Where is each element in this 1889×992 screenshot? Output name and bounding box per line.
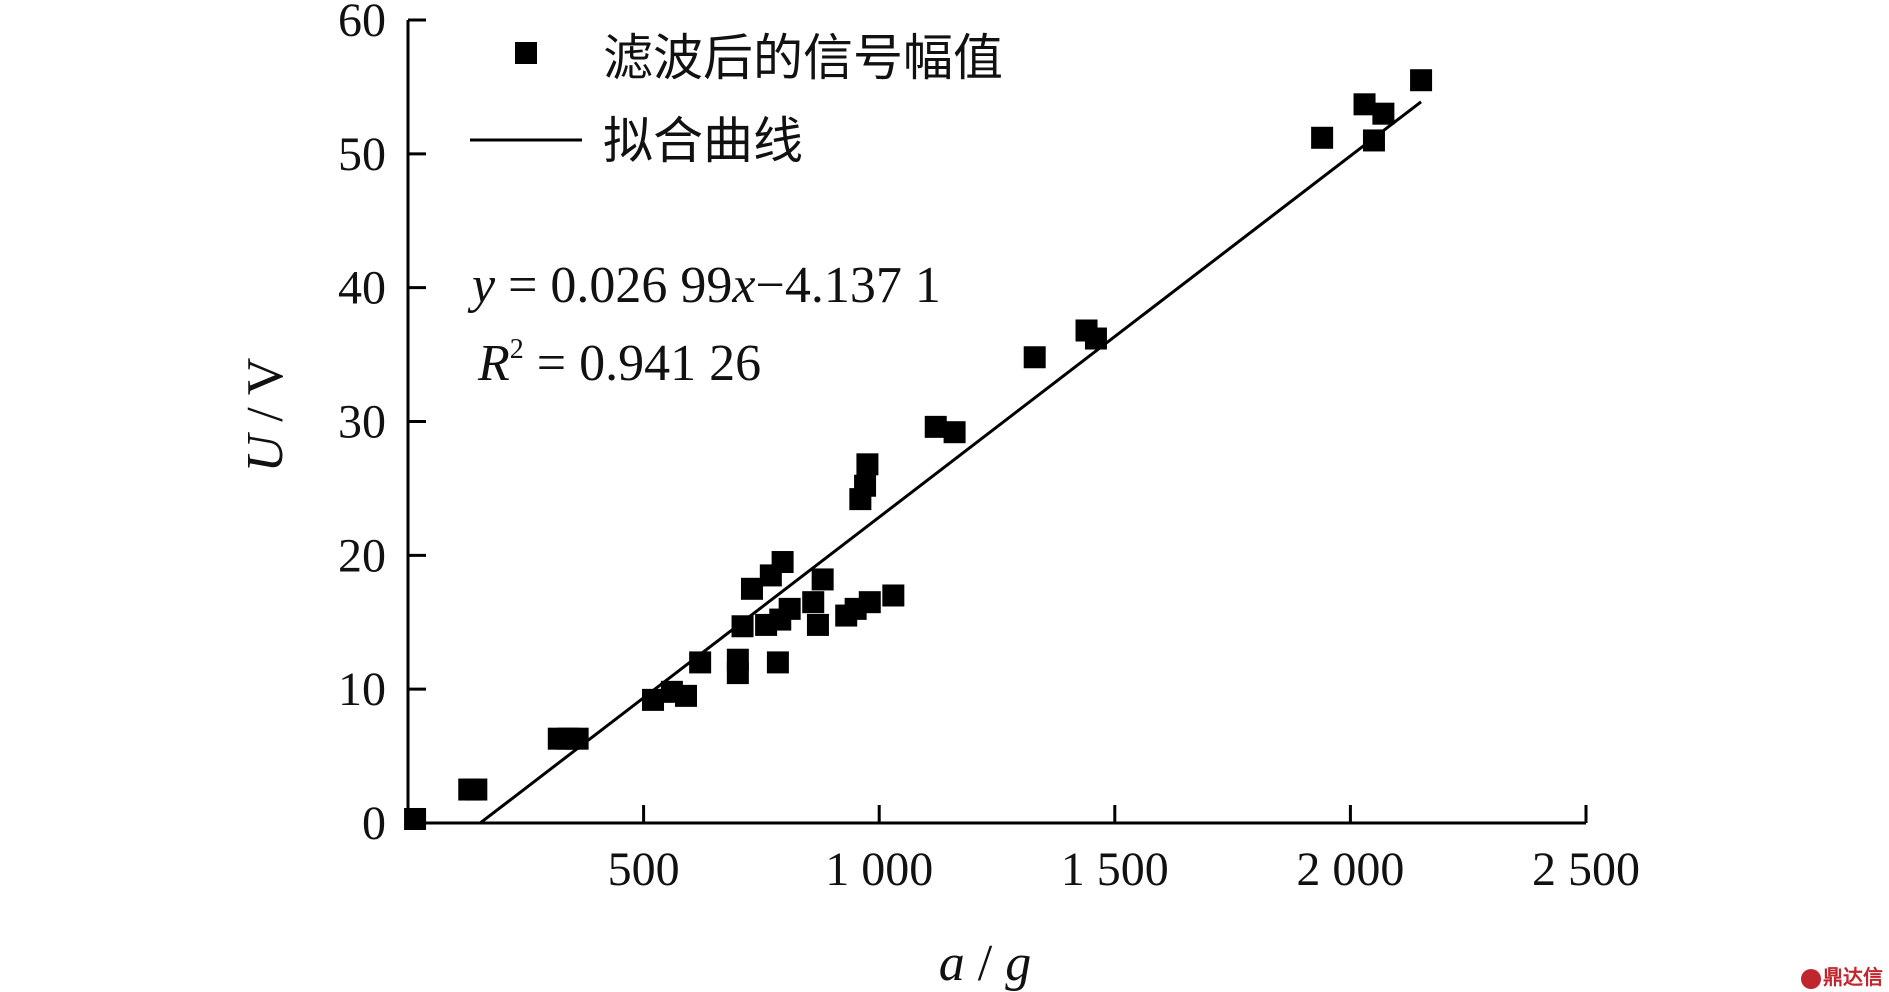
data-point (856, 453, 879, 476)
data-points (404, 69, 1433, 830)
data-point (675, 684, 698, 707)
data-point (802, 591, 825, 614)
data-point (731, 615, 754, 638)
data-point (689, 651, 712, 674)
data-point (1410, 69, 1433, 92)
x-tick-label: 2 000 (1296, 843, 1404, 896)
data-point (404, 807, 427, 830)
y-tick-label: 50 (338, 128, 386, 181)
y-axis-sep: / (237, 395, 294, 435)
data-point (1372, 102, 1395, 125)
data-point (924, 415, 947, 438)
x-axis-title: a / g (939, 935, 1031, 992)
legend-label-fit: 拟合曲线 (603, 112, 803, 170)
data-point (806, 613, 829, 636)
equation-tail: −4.137 1 (756, 257, 941, 314)
data-point (778, 597, 801, 620)
legend-marker-square (515, 42, 537, 64)
data-point (566, 727, 589, 750)
data-point (1362, 129, 1385, 152)
y-tick-label: 10 (338, 663, 386, 716)
data-point (858, 591, 881, 614)
y-axis-var: U (237, 431, 294, 472)
equation-x-var: x (731, 257, 755, 314)
data-point (854, 474, 877, 497)
data-point (726, 648, 749, 671)
data-point (882, 584, 905, 607)
y-tick-label: 30 (338, 396, 386, 449)
data-point (811, 568, 834, 591)
x-tick-label: 500 (608, 843, 680, 896)
legend: 滤波后的信号幅值 拟合曲线 (470, 29, 1003, 170)
y-axis-title: U / V (237, 358, 294, 473)
x-tick-label: 1 500 (1061, 843, 1169, 896)
data-point (943, 421, 966, 444)
y-axis-unit: V (237, 358, 294, 396)
x-axis-var: a (939, 935, 965, 992)
r-squared: R2 = 0.941 26 (477, 334, 761, 392)
regression-equation: y = 0.026 99x−4.137 1 (467, 257, 941, 314)
x-tick-label: 1 000 (825, 843, 933, 896)
axes: 0 10 20 30 40 50 60 500 1 000 1 500 2 000 2 500 (338, 0, 1640, 896)
fit-line (479, 100, 1422, 825)
y-tick-label: 60 (338, 0, 386, 47)
legend-label-signal: 滤波后的信号幅值 (603, 29, 1003, 87)
data-point (1023, 346, 1046, 369)
r2-sup: 2 (510, 334, 524, 365)
y-tick-label: 40 (338, 262, 386, 315)
fit-line-group (479, 100, 1422, 825)
data-point (642, 688, 665, 711)
r2-var: R (477, 335, 510, 392)
data-point (740, 577, 763, 600)
watermark-text: 鼎达信 (1823, 965, 1883, 989)
x-tick-label: 2 500 (1532, 843, 1640, 896)
x-axis-sep: / (965, 935, 1005, 992)
equation-mid: = 0.026 99 (495, 257, 732, 314)
data-point (766, 651, 789, 674)
data-point (465, 778, 488, 801)
data-point (1353, 93, 1376, 116)
y-tick-label: 0 (362, 797, 386, 850)
data-point (771, 551, 794, 574)
watermark-logo-icon (1801, 968, 1821, 989)
data-point (1311, 126, 1334, 149)
r2-value: = 0.941 26 (524, 335, 761, 392)
equation-y-var: y (467, 257, 496, 314)
data-point (1084, 327, 1107, 350)
y-tick-label: 20 (338, 529, 386, 582)
watermark: 鼎达信 (1801, 961, 1883, 990)
x-axis-unit: g (1005, 935, 1031, 992)
